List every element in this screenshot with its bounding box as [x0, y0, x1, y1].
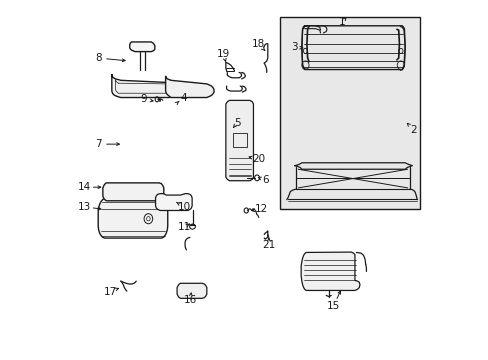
Polygon shape — [98, 199, 167, 238]
Polygon shape — [102, 183, 163, 201]
Text: 2: 2 — [409, 125, 416, 135]
Text: 4: 4 — [180, 93, 186, 103]
Text: 3: 3 — [291, 42, 297, 52]
Polygon shape — [112, 74, 178, 98]
Text: 1: 1 — [338, 17, 345, 27]
Text: 17: 17 — [103, 287, 117, 297]
Text: 13: 13 — [78, 202, 91, 212]
Polygon shape — [177, 283, 206, 298]
Text: 15: 15 — [326, 301, 339, 311]
Text: 16: 16 — [183, 295, 196, 305]
Text: 18: 18 — [252, 40, 265, 49]
Text: 12: 12 — [255, 204, 268, 215]
Bar — [233, 133, 246, 147]
Bar — [279, 17, 419, 209]
Text: 5: 5 — [234, 118, 240, 128]
Polygon shape — [165, 76, 214, 98]
Text: 6: 6 — [262, 175, 268, 185]
Polygon shape — [129, 42, 155, 51]
Text: 19: 19 — [217, 49, 230, 59]
Text: 10: 10 — [177, 202, 190, 212]
Polygon shape — [155, 194, 192, 211]
Text: 20: 20 — [252, 154, 265, 164]
Polygon shape — [301, 252, 359, 291]
Text: 8: 8 — [95, 53, 102, 63]
Text: 7: 7 — [95, 139, 102, 149]
Text: 14: 14 — [78, 182, 91, 192]
Text: 9: 9 — [140, 94, 146, 104]
Text: 21: 21 — [262, 239, 275, 249]
Polygon shape — [225, 100, 253, 181]
Text: 11: 11 — [177, 222, 190, 231]
